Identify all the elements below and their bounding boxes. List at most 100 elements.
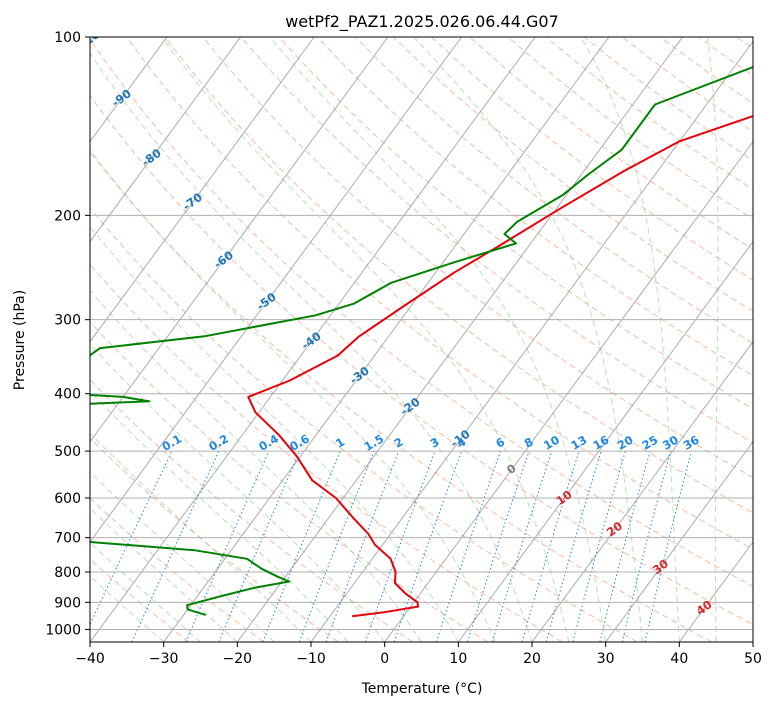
dry-adiabat-line	[90, 150, 712, 642]
y-tick-label: 300	[54, 313, 81, 329]
isotherm-label: -40	[299, 329, 324, 353]
isotherm-line	[163, 37, 610, 642]
mixing-ratio-line	[572, 450, 626, 642]
mixing-ratio-line	[545, 450, 602, 642]
isotherm-line	[384, 140, 753, 642]
moist-adiabat-line	[90, 52, 533, 642]
mixing-ratio-label: 30	[660, 433, 681, 453]
mixing-ratio-label: 36	[681, 433, 702, 453]
mixing-ratio-label: 3	[428, 435, 442, 451]
isotherm-label: 10	[553, 487, 574, 508]
y-tick-label: 600	[54, 491, 81, 507]
dry-adiabat-line	[431, 37, 753, 281]
moist-adiabat-line	[90, 575, 165, 642]
isotherm-label: 30	[650, 556, 671, 577]
moist-adiabat-line	[90, 471, 275, 642]
x-tick-label: −30	[149, 651, 179, 667]
isotherm-label: -90	[109, 86, 134, 110]
isotherm-line	[605, 440, 753, 642]
moist-adiabat-line	[580, 37, 680, 642]
y-axis-ticks: 100 200 300 400 500 600 700 800 900 1000	[45, 30, 90, 638]
mixing-ratio-line	[491, 450, 553, 642]
y-tick-label: 900	[54, 595, 81, 611]
moist-adiabat-line	[90, 541, 201, 642]
mixing-ratio-line	[435, 450, 501, 642]
isotherm-label: -30	[347, 364, 372, 388]
y-tick-label: 800	[54, 565, 81, 581]
x-tick-label: 20	[523, 651, 541, 667]
dry-adiabat-line	[90, 497, 264, 642]
mixing-ratio-label: 13	[568, 433, 589, 453]
y-tick-label: 400	[54, 387, 81, 403]
mixing-ratio-line	[325, 450, 400, 642]
mixing-ratio-label: 1.5	[361, 432, 386, 454]
dry-adiabat-line	[278, 37, 753, 410]
mixing-ratio-line	[467, 450, 530, 642]
isotherm-line	[90, 37, 315, 343]
moist-adiabat-line	[90, 226, 459, 642]
moist-adiabat-line	[90, 289, 422, 642]
mixing-ratio-line	[262, 450, 341, 642]
y-tick-label: 100	[54, 30, 81, 46]
dry-adiabat-line	[164, 37, 753, 514]
mixing-ratio-line	[393, 450, 463, 642]
mixing-ratio-label: 2	[392, 435, 406, 451]
pressure-gridlines	[90, 37, 753, 630]
x-tick-label: −10	[296, 651, 326, 667]
dry-adiabat-line	[545, 37, 753, 191]
mixing-ratio-line	[298, 450, 375, 642]
moist-adiabat-line	[90, 343, 386, 642]
isotherm-line	[457, 240, 753, 642]
isotherm-line	[90, 37, 168, 143]
dry-adiabat-line	[90, 38, 753, 587]
x-axis-label: Temperature (°C)	[361, 681, 483, 697]
chart-title: wetPf2_PAZ1.2025.026.06.44.G07	[285, 12, 559, 32]
x-tick-label: 10	[449, 651, 467, 667]
mixing-ratio-label: 10	[541, 433, 562, 453]
mixing-ratio-label: 20	[615, 433, 636, 453]
isotherm-label: 20	[604, 519, 625, 540]
isotherm-line	[310, 40, 753, 642]
moist-adiabat-line	[413, 37, 643, 642]
moist-adiabat-line	[90, 390, 349, 642]
moist-adiabat-line	[90, 432, 312, 642]
moist-adiabat-line	[161, 37, 570, 642]
moist-adiabat-line	[269, 37, 607, 642]
mixing-ratio-line	[185, 450, 270, 642]
mixing-ratio-line	[621, 450, 672, 642]
dry-adiabat-line	[316, 37, 753, 377]
x-tick-label: −20	[223, 651, 253, 667]
x-tick-label: 0	[380, 651, 389, 667]
dewpoint-profile-line	[90, 66, 753, 405]
y-axis-label: Pressure (hPa)	[12, 290, 28, 390]
mixing-ratio-label: 0.2	[206, 432, 231, 454]
mixing-ratio-label: 8	[522, 435, 536, 451]
y-tick-label: 200	[54, 208, 81, 224]
dry-adiabat-line	[354, 37, 753, 344]
isotherm-line	[752, 641, 753, 642]
mixing-ratio-label: 16	[591, 433, 612, 453]
dry-adiabat-line	[90, 94, 753, 626]
isotherm-line	[90, 37, 536, 642]
dry-adiabat-line	[621, 37, 753, 133]
dry-adiabat-line	[698, 37, 753, 77]
dry-adiabat-line	[126, 37, 753, 550]
x-tick-label: 50	[744, 651, 762, 667]
isotherm-line	[90, 37, 463, 543]
isotherm-label: -20	[398, 395, 423, 419]
x-tick-label: 40	[670, 651, 688, 667]
isotherm-label: -80	[139, 146, 164, 170]
mixing-ratio-label: 0.4	[256, 432, 281, 454]
mixing-ratio-line	[218, 450, 301, 642]
moist-adiabat-line	[707, 37, 719, 642]
mixing-ratio-line	[521, 450, 580, 642]
mixing-ratio-label: 1	[333, 435, 347, 451]
mixing-ratio-line	[644, 450, 692, 642]
moist-adiabat-line	[90, 507, 238, 642]
dry-adiabat-line	[90, 321, 488, 642]
isotherm-line	[90, 37, 242, 243]
sounding-profiles	[90, 66, 753, 618]
isotherm-line	[90, 37, 389, 443]
isotherm-label: 40	[693, 597, 714, 618]
